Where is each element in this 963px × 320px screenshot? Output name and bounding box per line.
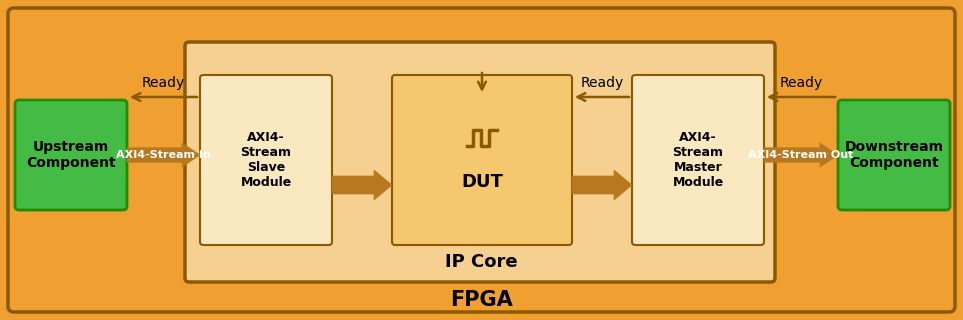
Text: DUT: DUT — [461, 173, 503, 191]
FancyBboxPatch shape — [392, 75, 572, 245]
FancyBboxPatch shape — [838, 100, 950, 210]
Text: AXI4-
Stream
Slave
Module: AXI4- Stream Slave Module — [241, 131, 292, 189]
Text: Downstream
Component: Downstream Component — [845, 140, 944, 170]
FancyBboxPatch shape — [8, 8, 955, 312]
Polygon shape — [764, 143, 838, 167]
Polygon shape — [127, 143, 200, 167]
Text: AXI4-Stream In: AXI4-Stream In — [117, 150, 211, 160]
FancyBboxPatch shape — [632, 75, 764, 245]
Text: AXI4-Stream Out: AXI4-Stream Out — [748, 150, 853, 160]
Text: IP Core: IP Core — [445, 253, 517, 271]
FancyBboxPatch shape — [15, 100, 127, 210]
Text: Upstream
Component: Upstream Component — [26, 140, 116, 170]
FancyBboxPatch shape — [200, 75, 332, 245]
Polygon shape — [332, 170, 392, 200]
Text: Ready: Ready — [779, 76, 822, 90]
Polygon shape — [572, 170, 632, 200]
Text: FPGA: FPGA — [450, 290, 512, 310]
Text: Ready: Ready — [142, 76, 185, 90]
Text: AXI4-
Stream
Master
Module: AXI4- Stream Master Module — [672, 131, 723, 189]
FancyBboxPatch shape — [185, 42, 775, 282]
Text: Ready: Ready — [581, 76, 624, 90]
